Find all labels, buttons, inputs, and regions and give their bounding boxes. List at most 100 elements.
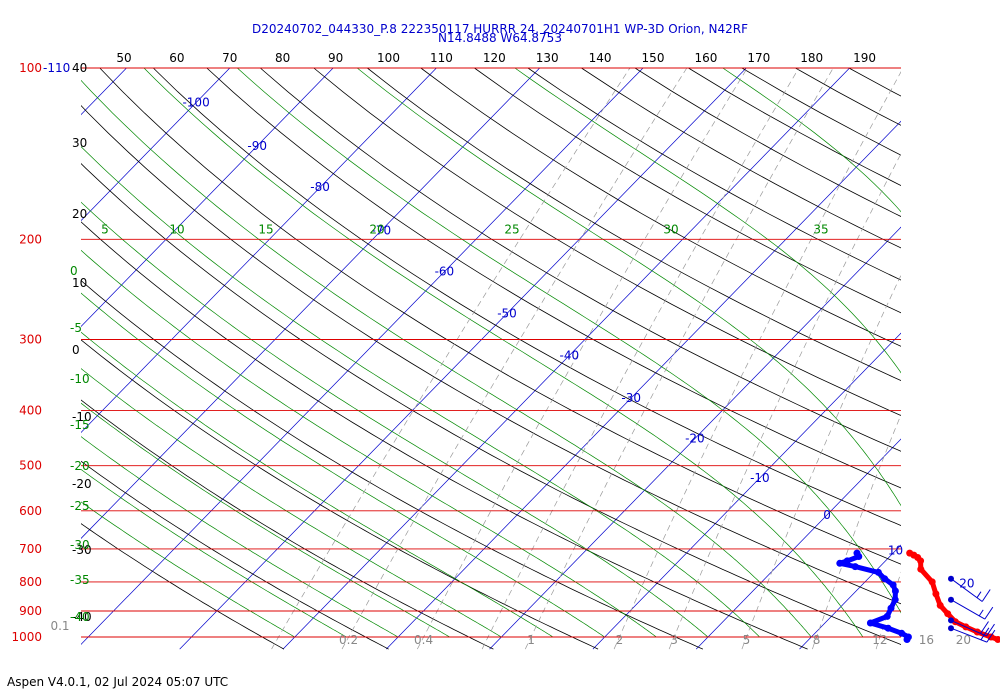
isotherm-line [81, 67, 437, 433]
dewpoint-profile-point [843, 557, 851, 565]
wind-barb-feather [980, 627, 990, 641]
isotherm-label: 0 [823, 508, 831, 522]
isotherm-label: -70 [371, 224, 391, 238]
dry-adiabat-line [260, 67, 901, 452]
left-theta-label: -20 [72, 477, 92, 491]
dry-adiabat-line [99, 67, 901, 565]
footer-version-timestamp: Aspen V4.0.1, 02 Jul 2024 05:07 UTC [7, 675, 228, 689]
mixing-ratio-line [481, 67, 800, 650]
dewpoint-profile-point [851, 563, 859, 571]
isotherm-line [81, 67, 334, 328]
top-theta-label: 130 [536, 51, 559, 65]
moist-adiabat-line [81, 146, 760, 638]
dry-adiabat-line [313, 67, 901, 416]
mixing-ratio-line [960, 68, 1000, 649]
mixing-ratio-line [812, 413, 901, 650]
pressure-tick-label: 300 [19, 333, 42, 347]
isotherm-line [695, 438, 901, 650]
dry-adiabat-line [81, 399, 494, 650]
moist-adiabat-line [81, 249, 657, 638]
dewpoint-profile-point [891, 596, 899, 604]
moist-adiabat-line [81, 368, 502, 638]
moist-adiabat-line [237, 67, 901, 614]
isotherm-label: -60 [435, 265, 455, 279]
wind-barb-feather [981, 589, 991, 602]
moist-adiabat-line [81, 402, 450, 638]
dewpoint-profile-point [883, 612, 891, 620]
moist-adiabat-left-label: -25 [70, 499, 90, 513]
dewpoint-profile-point [874, 568, 882, 576]
left-theta-label: 10 [72, 276, 87, 290]
dry-adiabat-line [795, 67, 901, 126]
mixing-ratio-label: 1 [527, 633, 535, 647]
temperature-profile-point [936, 601, 944, 609]
pressure-tick-label: 200 [19, 232, 42, 246]
mixing-ratio-label: 12 [872, 633, 887, 647]
chart-title: D20240702_044330_P.8 222350117 HURRR 24,… [252, 22, 748, 36]
left-theta-label: -40 [72, 610, 92, 624]
pressure-tick-label: 900 [19, 604, 42, 618]
left-theta-label: 0 [72, 343, 80, 357]
pressure-tick-label: 500 [19, 459, 42, 473]
isotherm-label: -20 [685, 432, 705, 446]
moist-adiabat-line [81, 79, 812, 638]
wind-barb-half-feather [978, 609, 984, 617]
mixing-ratio-line [524, 67, 834, 650]
moist-adiabat-line [143, 67, 864, 638]
dry-adiabat-line [420, 67, 901, 347]
dewpoint-profile-point [855, 553, 863, 560]
dry-adiabat-line [474, 67, 901, 314]
mixing-ratio-line [271, 67, 631, 650]
temperature-profile-point [917, 557, 925, 565]
dry-adiabat-line [367, 67, 901, 381]
pressure-tick-label: 700 [19, 542, 42, 556]
temperature-profile-point [944, 610, 952, 618]
left-theta-label: 20 [72, 207, 87, 221]
top-theta-label: 120 [483, 51, 506, 65]
dry-adiabat-line [81, 221, 808, 650]
mixing-ratio-label: 2 [616, 633, 624, 647]
top-theta-label: 140 [589, 51, 612, 65]
pressure-tick-label: 400 [19, 404, 42, 418]
moist-adiabat-left-label: -35 [70, 573, 90, 587]
moist-adiabat-left-label: -20 [70, 459, 90, 473]
mixing-ratio-line [923, 68, 1000, 649]
isotherm-line [489, 226, 901, 650]
top-theta-label: 160 [694, 51, 717, 65]
top-theta-label: 50 [116, 51, 131, 65]
moist-adiabat-line [81, 292, 605, 638]
dry-adiabat-line [81, 104, 901, 605]
wind-barb-shaft [950, 599, 986, 620]
dewpoint-profile-point [903, 636, 911, 643]
moist-adiabat-top-label: 25 [504, 222, 519, 236]
isotherm-label: -10 [750, 471, 770, 485]
top-theta-label: 80 [275, 51, 290, 65]
dewpoint-profile-point [881, 575, 889, 583]
dewpoint-profile-point [889, 581, 897, 589]
moist-adiabat-left-label: -5 [70, 321, 82, 335]
moist-adiabat-top-label: 15 [258, 222, 273, 236]
dry-adiabat-line [206, 67, 901, 489]
pressure-tick-label: 600 [19, 504, 42, 518]
moist-adiabat-line [81, 436, 399, 638]
isotherm-label: -90 [247, 139, 267, 153]
temperature-profile-point [932, 590, 940, 598]
dry-adiabat-line [634, 67, 901, 217]
top-theta-label: 190 [853, 51, 876, 65]
left-theta-label: -30 [72, 543, 92, 557]
dry-adiabat-line [81, 163, 901, 646]
wind-barb [948, 575, 991, 602]
isotherm-label: -50 [497, 306, 517, 320]
temperature-profile-point [928, 578, 936, 586]
mixing-ratio-line [741, 274, 901, 650]
wind-barb-feather [980, 621, 989, 634]
moist-adiabat-left-label: -10 [70, 372, 90, 386]
wind-barb-feather [984, 606, 994, 620]
temperature-profile-point [994, 636, 1000, 643]
left-theta-label: 40 [72, 61, 87, 75]
pressure-tick-label: 100 [19, 61, 42, 75]
mixing-ratio-label: 3 [670, 633, 678, 647]
dewpoint-profile-point [887, 604, 895, 612]
top-theta-label: 180 [800, 51, 823, 65]
